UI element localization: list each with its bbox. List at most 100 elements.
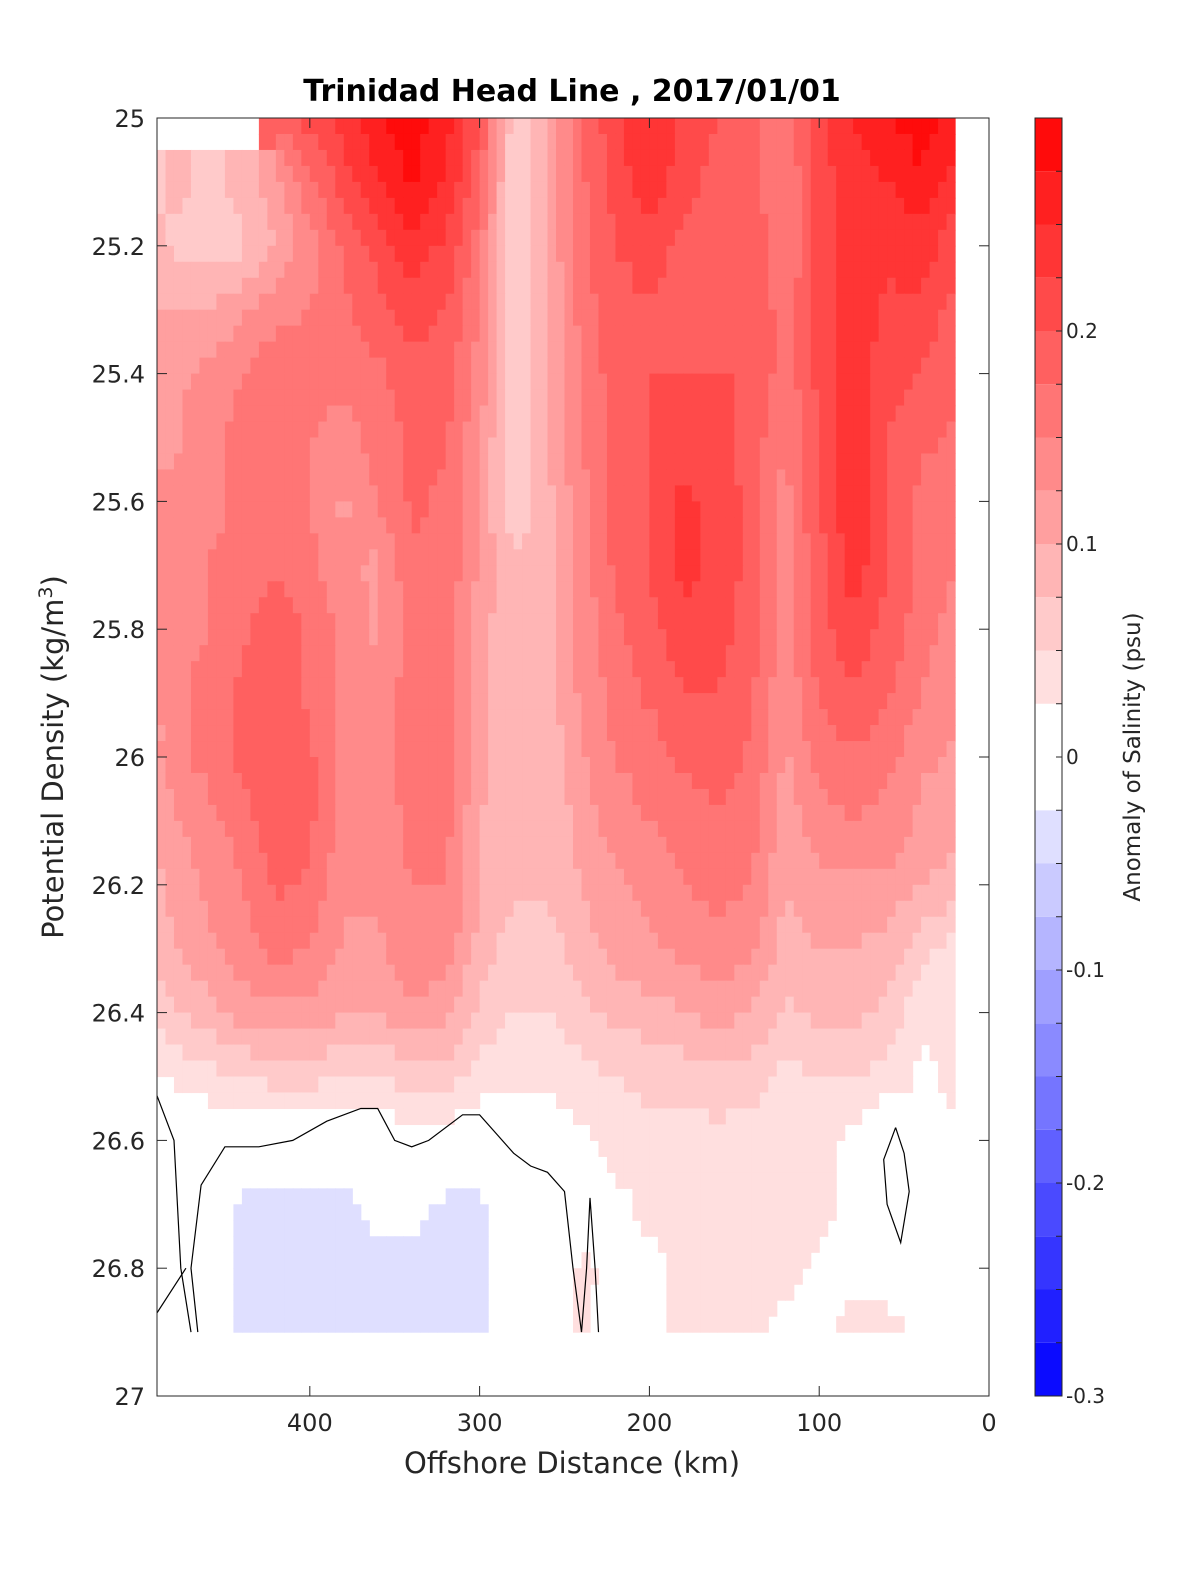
- contour-cell: [734, 469, 744, 487]
- contour-cell: [819, 261, 829, 279]
- contour-cell: [190, 788, 201, 806]
- contour-cell: [326, 645, 336, 662]
- contour-cell: [870, 725, 880, 742]
- contour-cell: [785, 501, 795, 518]
- contour-cell: [674, 373, 684, 391]
- contour-cell: [394, 629, 404, 646]
- contour-cell: [250, 501, 260, 518]
- contour-cell: [284, 788, 294, 806]
- contour-cell: [589, 709, 600, 726]
- contour-cell: [394, 964, 404, 982]
- contour-cell: [895, 405, 905, 423]
- contour-cell: [819, 852, 829, 870]
- contour-cell: [165, 325, 175, 343]
- contour-cell: [938, 645, 948, 662]
- contour-cell: [683, 373, 693, 391]
- contour-cell: [326, 757, 336, 774]
- contour-cell: [556, 900, 566, 918]
- contour-cell: [751, 261, 761, 279]
- contour-cell: [632, 325, 642, 343]
- contour-cell: [377, 629, 387, 646]
- contour-cell: [861, 469, 871, 487]
- contour-cell: [632, 389, 642, 407]
- contour-cell: [301, 437, 311, 455]
- contour-cell: [573, 597, 583, 614]
- contour-cell: [318, 149, 328, 167]
- contour-cell: [428, 725, 438, 742]
- contour-cell: [258, 277, 268, 295]
- contour-cell: [420, 197, 430, 215]
- contour-cell: [946, 501, 956, 518]
- contour-cell: [725, 597, 735, 614]
- contour-cell: [895, 836, 905, 854]
- contour-cell: [827, 549, 837, 566]
- contour-cell: [751, 820, 761, 838]
- contour-cell: [564, 181, 574, 199]
- contour-cell: [819, 405, 829, 423]
- contour-cell: [403, 916, 413, 934]
- contour-cell: [946, 629, 956, 646]
- contour-cell: [309, 597, 319, 614]
- contour-cell: [284, 693, 294, 710]
- contour-cell: [547, 533, 557, 550]
- contour-cell: [462, 693, 472, 710]
- contour-cell: [827, 868, 837, 886]
- contour-cell: [420, 373, 430, 391]
- contour-cell: [462, 213, 472, 231]
- contour-cell: [895, 709, 905, 726]
- contour-cell: [513, 133, 523, 151]
- contour-cell: [708, 932, 718, 950]
- contour-cell: [309, 629, 319, 646]
- contour-cell: [751, 549, 761, 566]
- contour-cell: [802, 948, 812, 966]
- contour-cell: [326, 932, 336, 950]
- contour-cell: [734, 437, 744, 455]
- contour-cell: [717, 181, 727, 199]
- contour-cell: [428, 645, 438, 662]
- contour-cell: [615, 293, 625, 311]
- contour-cell: [606, 581, 617, 598]
- contour-cell: [751, 852, 761, 870]
- contour-cell: [759, 788, 769, 806]
- contour-cell: [708, 677, 718, 694]
- contour-cell: [632, 118, 642, 135]
- contour-cell: [301, 597, 311, 614]
- contour-cell: [776, 437, 786, 455]
- contour-cell: [640, 118, 651, 135]
- contour-cell: [428, 373, 438, 391]
- contour-cell: [929, 948, 939, 966]
- contour-cell: [793, 149, 803, 167]
- contour-cell: [946, 357, 956, 375]
- contour-cell: [233, 533, 243, 550]
- contour-cell: [539, 149, 549, 167]
- contour-cell: [258, 261, 268, 279]
- contour-cell: [241, 613, 251, 630]
- contour-cell: [946, 293, 956, 311]
- contour-cell: [683, 149, 693, 167]
- contour-cell: [233, 645, 243, 662]
- contour-cell: [598, 229, 608, 247]
- contour-cell: [403, 549, 413, 566]
- contour-cell: [810, 581, 820, 598]
- contour-cell: [224, 181, 235, 199]
- contour-cell: [683, 229, 693, 247]
- contour-cell: [275, 772, 285, 790]
- contour-cell: [471, 133, 481, 151]
- contour-cell: [165, 197, 175, 215]
- contour-cell: [437, 549, 447, 566]
- contour-cell: [589, 453, 600, 471]
- contour-cell: [691, 581, 701, 598]
- contour-cell: [819, 597, 829, 614]
- contour-cell: [623, 277, 634, 295]
- contour-cell: [505, 261, 515, 279]
- contour-cell: [946, 613, 956, 630]
- contour-cell: [632, 405, 642, 423]
- contour-cell: [904, 229, 914, 247]
- contour-cell: [921, 277, 931, 295]
- contour-cell: [394, 341, 404, 359]
- contour-cell: [878, 757, 888, 774]
- contour-cell: [929, 213, 939, 231]
- contour-cell: [343, 900, 353, 918]
- contour-cell: [734, 485, 744, 502]
- contour-cell: [284, 884, 294, 902]
